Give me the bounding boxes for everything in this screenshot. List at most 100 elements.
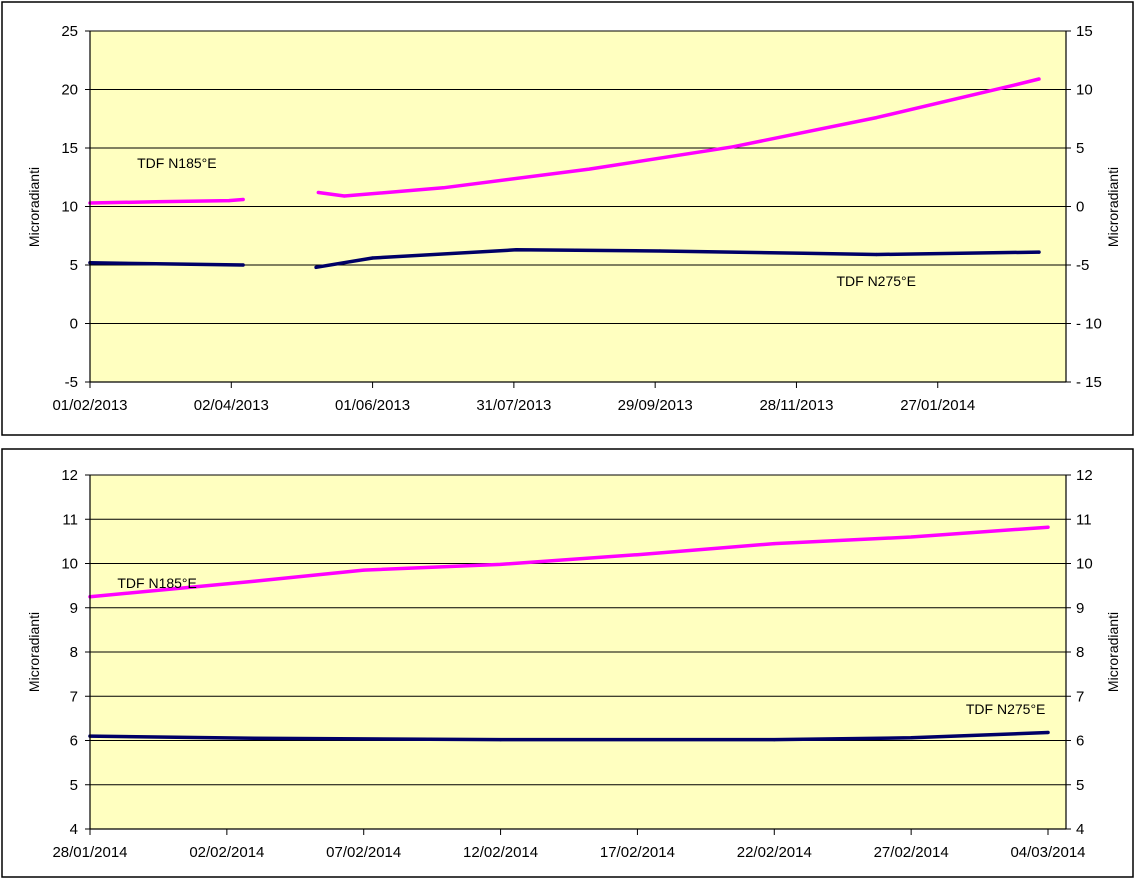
data-point-n275 — [772, 738, 776, 742]
y-tick-label-left: 25 — [61, 23, 78, 40]
chart-2-annotation-n185: TDF N185°E — [117, 575, 197, 591]
data-point-n275 — [1046, 730, 1050, 735]
series-line-n275-seg0 — [88, 260, 245, 267]
data-point-n185 — [342, 194, 346, 198]
y-tick-label-left: 12 — [61, 467, 78, 484]
y-tick-label-right: 4 — [1076, 821, 1084, 838]
x-tick-label: 02/04/2013 — [194, 397, 269, 414]
data-point-n275 — [658, 249, 662, 253]
y-tick-label-left: -5 — [65, 374, 78, 391]
y-tick-label-left: 10 — [61, 556, 78, 573]
y-tick-label-right: 12 — [1076, 467, 1093, 484]
data-point-n185 — [316, 190, 321, 195]
chart-1-y-label-right: Microradianti — [1105, 167, 1121, 247]
chart-2: 4 5 6 7 8 9 10 11 12 4 5 6 7 8 9 10 11 12 28/01/2014 02/0… — [1, 448, 1134, 878]
chart-1-gridlines — [90, 30, 1066, 324]
data-point-n275 — [1037, 250, 1041, 254]
data-point-n185 — [1046, 525, 1050, 529]
chart-2-x-ticks: 28/01/2014 02/02/2014 07/02/2014 12/02/2014… — [52, 844, 1085, 861]
data-point-n275 — [498, 738, 503, 742]
y-tick-label-right: 5 — [1076, 777, 1084, 794]
chart-1-y-ticks-left: -5 0 5 10 15 20 25 — [61, 23, 78, 391]
data-point-n275 — [314, 265, 318, 269]
y-tick-label-right: 5 — [1076, 140, 1084, 157]
y-tick-label-right: -5 — [1076, 257, 1089, 274]
chart-2-series-layer — [88, 525, 1050, 742]
data-point-n185 — [1037, 77, 1041, 81]
chart-2-axes — [85, 474, 1071, 835]
data-point-n185 — [731, 145, 735, 149]
y-tick-label-right: 7 — [1076, 688, 1084, 705]
x-tick-label: 04/03/2014 — [1010, 844, 1085, 861]
x-tick-label: 28/11/2013 — [759, 397, 833, 414]
y-tick-label-right: 11 — [1076, 511, 1092, 528]
chart-1-x-ticks: 01/02/2013 02/04/2013 01/06/2013 31/07/2013… — [52, 397, 975, 414]
chart-2-y-label-left: Microradianti — [26, 612, 42, 692]
y-tick-label-left: 10 — [61, 199, 78, 216]
data-point-n275 — [154, 262, 158, 266]
y-tick-label-right: - 10 — [1076, 316, 1102, 333]
y-tick-label-left: 6 — [70, 733, 78, 750]
chart-1-axes — [85, 30, 1071, 388]
chart-2-gridlines — [90, 474, 1066, 786]
data-point-n185 — [635, 553, 640, 557]
y-tick-label-left: 9 — [70, 600, 78, 617]
y-tick-label-left: 15 — [61, 140, 78, 157]
data-point-n275 — [252, 736, 256, 740]
chart-1-y-label-left: Microradianti — [26, 167, 42, 247]
y-tick-label-left: 8 — [70, 644, 78, 661]
y-tick-label-right: 6 — [1076, 733, 1084, 750]
y-tick-label-left: 5 — [70, 777, 78, 794]
data-point-n185 — [227, 199, 231, 203]
y-tick-label-right: 8 — [1076, 644, 1084, 661]
chart-2-y-ticks-right: 4 5 6 7 8 9 10 11 12 — [1076, 467, 1093, 838]
data-point-n185 — [874, 115, 879, 120]
y-tick-label-right: - 15 — [1076, 374, 1102, 391]
data-point-n185 — [587, 167, 591, 171]
chart-2-annotation-n275: TDF N275°E — [966, 701, 1046, 717]
y-tick-label-right: 10 — [1076, 556, 1093, 573]
chart-1-series-layer — [88, 77, 1041, 270]
y-tick-label-right: 0 — [1076, 199, 1084, 216]
data-point-n275 — [514, 248, 518, 252]
y-tick-label-left: 0 — [70, 316, 78, 333]
chart-1-annotation-n275: TDF N275°E — [836, 273, 916, 289]
y-tick-label-left: 4 — [70, 821, 78, 838]
chart-1: -5 0 5 10 15 20 25 - 15 - 10 -5 0 5 10 15 01/02/2013… — [1, 1, 1134, 436]
x-tick-label: 22/02/2014 — [737, 844, 812, 861]
data-point-n185 — [362, 568, 366, 572]
data-point-n275 — [909, 736, 913, 740]
y-tick-label-right: 15 — [1076, 23, 1093, 40]
y-tick-label-left: 7 — [70, 688, 78, 705]
y-tick-label-left: 11 — [62, 511, 78, 528]
y-tick-label-right: 10 — [1076, 82, 1093, 99]
x-tick-label: 01/02/2013 — [52, 397, 127, 414]
x-tick-label: 12/02/2014 — [463, 844, 538, 861]
chart-2-y-ticks-left: 4 5 6 7 8 9 10 11 12 — [61, 467, 78, 838]
data-point-n275 — [241, 263, 245, 267]
data-point-n275 — [370, 256, 375, 260]
x-tick-label: 01/06/2013 — [335, 397, 410, 414]
x-tick-label: 27/01/2014 — [900, 397, 975, 414]
y-tick-label-left: 20 — [61, 82, 78, 99]
data-point-n185 — [909, 535, 913, 539]
x-tick-label: 02/02/2014 — [189, 844, 264, 861]
chart-2-y-label-right: Microradianti — [1105, 612, 1121, 692]
data-point-n185 — [154, 200, 158, 204]
x-tick-label: 31/07/2013 — [476, 397, 551, 414]
y-tick-label-right: 9 — [1076, 600, 1084, 617]
data-point-n275 — [874, 252, 879, 257]
chart-1-annotation-n185: TDF N185°E — [137, 155, 217, 171]
data-point-n185 — [772, 541, 776, 546]
data-point-n185 — [241, 197, 245, 202]
data-point-n275 — [801, 251, 806, 255]
x-tick-label: 17/02/2014 — [600, 844, 675, 861]
data-point-n185 — [1013, 83, 1018, 87]
data-point-n185 — [441, 186, 445, 190]
series-line-n185-seg0 — [88, 197, 245, 205]
data-point-n185 — [252, 579, 256, 583]
series-line-n185-seg0 — [88, 525, 1050, 599]
y-tick-label-left: 5 — [70, 257, 78, 274]
x-tick-label: 28/01/2014 — [52, 844, 127, 861]
